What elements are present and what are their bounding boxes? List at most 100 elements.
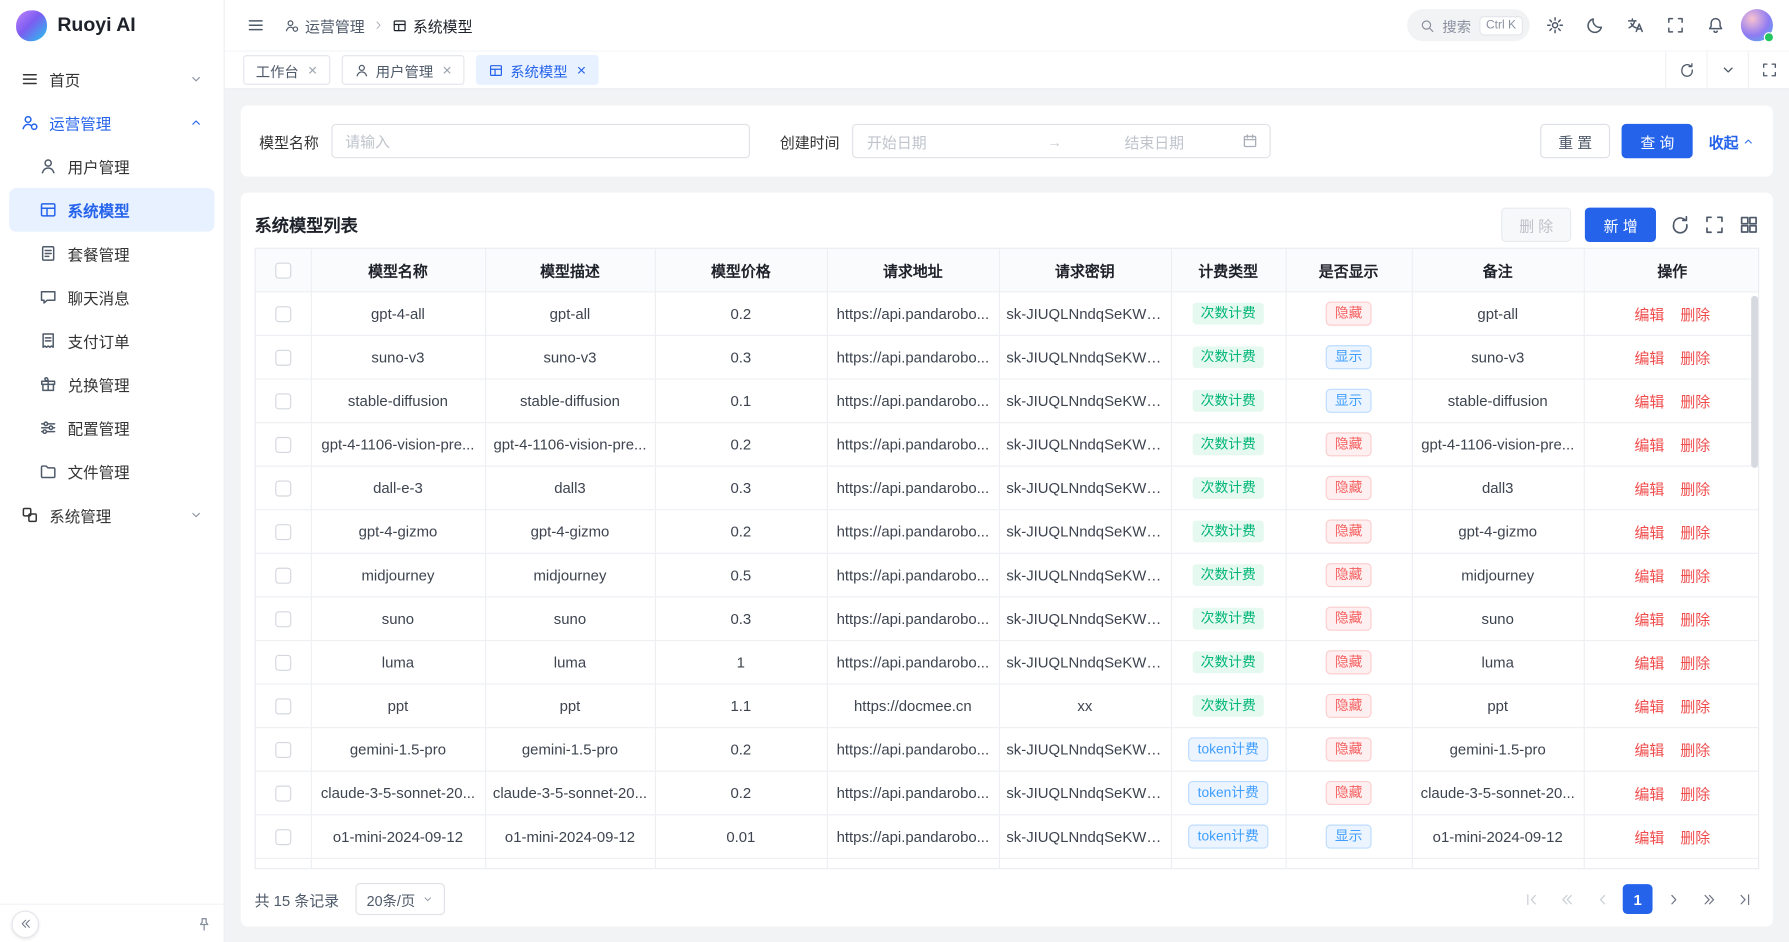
row-checkbox[interactable] xyxy=(274,305,292,322)
first-page-button[interactable] xyxy=(1516,884,1546,914)
close-icon[interactable]: × xyxy=(576,60,587,80)
page-size-select[interactable]: 20条/页 xyxy=(355,883,446,916)
sidebar-item-home[interactable]: 首页 xyxy=(9,57,214,101)
delete-button[interactable]: 删 除 xyxy=(1500,207,1572,242)
chat-icon xyxy=(39,288,57,306)
delete-link[interactable]: 删除 xyxy=(1680,523,1711,541)
edit-link[interactable]: 编辑 xyxy=(1634,828,1665,846)
prev-page-button[interactable] xyxy=(1587,884,1617,914)
pin-icon[interactable] xyxy=(196,916,212,932)
select-all-checkbox[interactable] xyxy=(274,262,292,279)
sidebar-item-redeem[interactable]: 兑换管理 xyxy=(9,362,214,406)
prev-10-button[interactable] xyxy=(1552,884,1582,914)
chevron-down-icon[interactable] xyxy=(1706,51,1747,89)
sidebar-item-models[interactable]: 系统模型 xyxy=(9,188,215,232)
expand-icon[interactable] xyxy=(1704,214,1725,235)
sidebar-item-system[interactable]: 系统管理 xyxy=(9,493,214,537)
row-checkbox[interactable] xyxy=(274,567,292,584)
row-checkbox[interactable] xyxy=(274,393,292,410)
dark-mode-icon[interactable] xyxy=(1580,10,1610,40)
model-name-input[interactable] xyxy=(331,123,751,159)
settings-icon[interactable] xyxy=(1540,10,1570,40)
edit-link[interactable]: 编辑 xyxy=(1634,392,1665,410)
tab-users[interactable]: 用户管理 × xyxy=(341,55,465,85)
sidebar-item-users[interactable]: 用户管理 xyxy=(9,144,214,188)
tab-models[interactable]: 系统模型 × xyxy=(475,55,599,85)
edit-link[interactable]: 编辑 xyxy=(1634,479,1665,498)
delete-link[interactable]: 删除 xyxy=(1680,697,1711,716)
delete-link[interactable]: 删除 xyxy=(1680,654,1711,672)
tab-workbench[interactable]: 工作台 × xyxy=(243,55,330,85)
delete-link[interactable]: 删除 xyxy=(1680,784,1711,803)
column-header: 计费类型 xyxy=(1170,248,1287,292)
query-button[interactable]: 查 询 xyxy=(1621,123,1693,159)
delete-link[interactable]: 删除 xyxy=(1680,305,1711,323)
language-icon[interactable] xyxy=(1620,10,1650,40)
refresh-icon[interactable] xyxy=(1665,51,1706,89)
edit-link[interactable]: 编辑 xyxy=(1634,567,1665,585)
sidebar-item-payment-orders[interactable]: 支付订单 xyxy=(9,319,214,363)
column-settings-icon[interactable] xyxy=(1739,214,1760,235)
date-range-input[interactable]: 开始日期 → 结束日期 xyxy=(852,123,1271,159)
row-checkbox[interactable] xyxy=(274,523,292,540)
edit-link[interactable]: 编辑 xyxy=(1634,349,1665,367)
maximize-icon[interactable] xyxy=(1747,51,1789,89)
sidebar-item-files[interactable]: 文件管理 xyxy=(9,450,214,494)
edit-link[interactable]: 编辑 xyxy=(1634,784,1665,803)
delete-link[interactable]: 删除 xyxy=(1680,436,1711,454)
sidebar-item-config[interactable]: 配置管理 xyxy=(9,406,214,450)
cell-request-key: sk-JIUQLNndqSeKWU... xyxy=(998,552,1172,597)
edit-link[interactable]: 编辑 xyxy=(1634,654,1665,672)
edit-link[interactable]: 编辑 xyxy=(1634,610,1665,628)
breadcrumb-item[interactable]: 系统模型 xyxy=(392,14,473,36)
hamburger-icon[interactable] xyxy=(241,10,271,40)
collapse-filter-link[interactable]: 收起 xyxy=(1709,130,1755,152)
row-checkbox[interactable] xyxy=(274,480,292,497)
last-page-button[interactable] xyxy=(1729,884,1759,914)
avatar[interactable] xyxy=(1740,9,1775,43)
row-checkbox[interactable] xyxy=(274,654,292,671)
row-checkbox[interactable] xyxy=(274,349,292,366)
delete-link[interactable]: 删除 xyxy=(1680,567,1711,585)
edit-link[interactable]: 编辑 xyxy=(1634,305,1665,323)
row-checkbox[interactable] xyxy=(274,698,292,715)
cell-request-url: https://api.pandarobo... xyxy=(826,770,1000,815)
row-checkbox[interactable] xyxy=(274,785,292,802)
tabs: 工作台 × 用户管理 × 系统模型 × xyxy=(243,55,1665,85)
table-scrollbar[interactable] xyxy=(1751,292,1759,868)
column-header: 模型描述 xyxy=(485,248,656,292)
notifications-icon[interactable] xyxy=(1701,10,1731,40)
refresh-icon[interactable] xyxy=(1670,214,1691,235)
delete-link[interactable]: 删除 xyxy=(1680,349,1711,367)
sidebar-item-chat-messages[interactable]: 聊天消息 xyxy=(9,275,214,319)
delete-link[interactable]: 删除 xyxy=(1680,828,1711,846)
scrollbar-thumb[interactable] xyxy=(1751,295,1759,468)
table-row xyxy=(255,857,1758,869)
delete-link[interactable]: 删除 xyxy=(1680,741,1711,759)
row-checkbox[interactable] xyxy=(274,610,292,628)
delete-link[interactable]: 删除 xyxy=(1680,610,1711,628)
row-checkbox[interactable] xyxy=(274,436,292,453)
sidebar-item-packages[interactable]: 套餐管理 xyxy=(9,232,214,276)
next-10-button[interactable] xyxy=(1694,884,1724,914)
edit-link[interactable]: 编辑 xyxy=(1634,436,1665,454)
edit-link[interactable]: 编辑 xyxy=(1634,697,1665,716)
row-checkbox[interactable] xyxy=(274,741,292,758)
edit-link[interactable]: 编辑 xyxy=(1634,523,1665,541)
close-icon[interactable]: × xyxy=(307,60,318,80)
fullscreen-icon[interactable] xyxy=(1661,10,1691,40)
search-input[interactable]: 搜索 Ctrl K xyxy=(1406,9,1530,42)
add-button[interactable]: 新 增 xyxy=(1585,207,1656,242)
delete-link[interactable]: 删除 xyxy=(1680,392,1711,410)
current-page[interactable]: 1 xyxy=(1622,884,1653,914)
close-icon[interactable]: × xyxy=(442,60,452,80)
delete-link[interactable]: 删除 xyxy=(1680,479,1711,498)
breadcrumb-item[interactable]: 运营管理 xyxy=(284,14,365,36)
sidebar-menu: 首页 运营管理 用户管理 系统模型 套餐管理 聊天消息 支付订单 兑换管理 配置管理 文件管理… xyxy=(0,50,224,903)
row-checkbox[interactable] xyxy=(274,828,292,845)
edit-link[interactable]: 编辑 xyxy=(1634,741,1665,759)
next-page-button[interactable] xyxy=(1658,884,1688,914)
sidebar-collapse-button[interactable] xyxy=(11,909,39,938)
sidebar-item-operations[interactable]: 运营管理 xyxy=(9,101,214,145)
reset-button[interactable]: 重 置 xyxy=(1539,123,1611,159)
